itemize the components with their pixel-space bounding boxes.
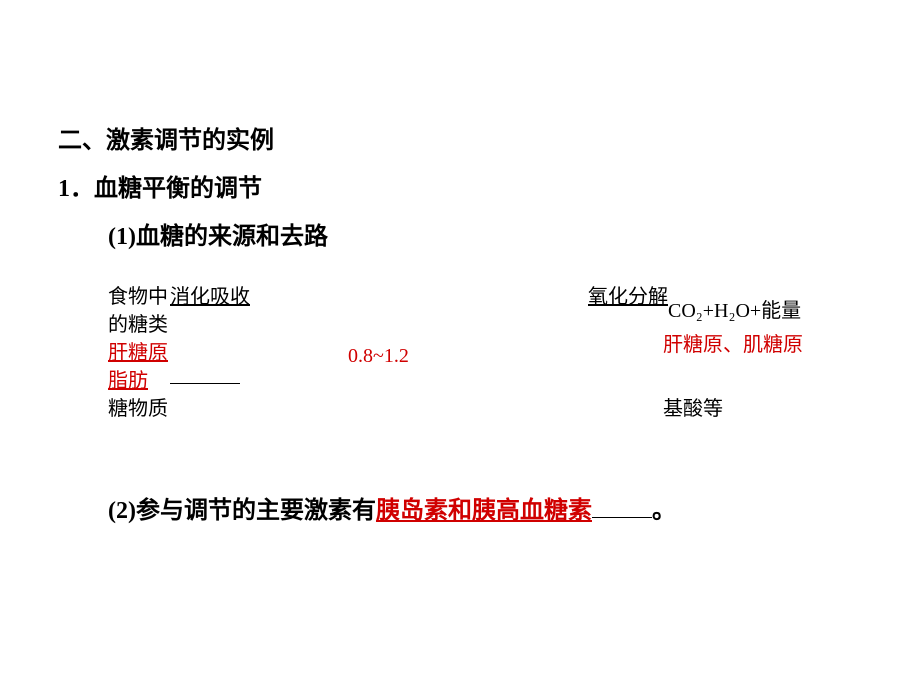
left-line5: 糖物质 <box>108 392 168 421</box>
right-answer: 肝糖原、肌糖原 <box>663 328 803 357</box>
right-top-products: CO₂+H₂O+能量 <box>668 294 801 323</box>
q2-trailing-blank <box>592 517 652 518</box>
left-line1a: 食物中 <box>108 280 168 309</box>
left-blank-line <box>170 364 240 390</box>
blood-sugar-diagram: 食物中 消化吸收 的糖类 肝糖原 脂肪 糖物质 0.8~1.2 氧化分解 CO₂… <box>108 280 868 450</box>
center-range: 0.8~1.2 <box>348 345 409 368</box>
right-top-label: 氧化分解 <box>588 280 668 309</box>
left-line1b: 消化吸收 <box>170 280 250 309</box>
subsection-1: 1．血糖平衡的调节 <box>58 168 262 203</box>
q2-prefix: (2)参与调节的主要激素有 <box>108 498 376 524</box>
subsection-1-1: (1)血糖的来源和去路 <box>108 216 328 251</box>
q2-answer: 胰岛素和胰高血糖素 <box>376 498 592 524</box>
left-answer-2: 脂肪 <box>108 364 148 393</box>
left-answer-1: 肝糖原 <box>108 336 168 365</box>
right-bottom: 基酸等 <box>663 392 723 421</box>
question-2: (2)参与调节的主要激素有胰岛素和胰高血糖素 。 <box>108 490 676 525</box>
left-line2: 的糖类 <box>108 308 168 337</box>
section-title: 二、激素调节的实例 <box>58 120 274 155</box>
q2-suffix: 。 <box>652 498 676 524</box>
